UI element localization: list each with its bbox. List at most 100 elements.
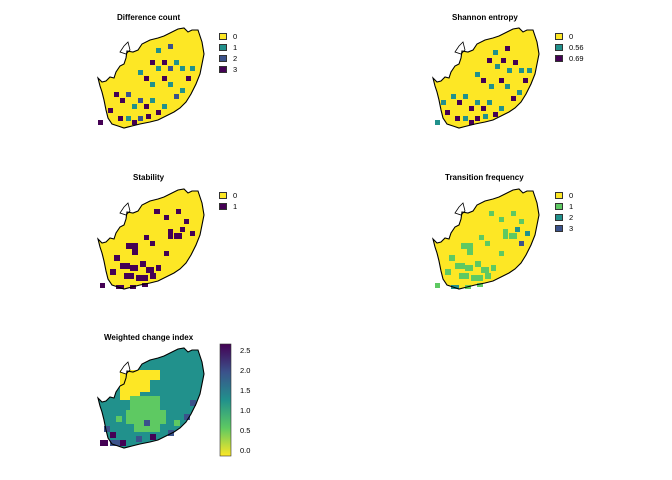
legend-swatch	[555, 203, 563, 210]
legend-label: 2	[569, 213, 574, 222]
legend-label: 1	[233, 202, 238, 211]
country-border	[431, 188, 540, 290]
raster-cell	[503, 229, 508, 239]
raster-cell	[495, 64, 500, 69]
raster-cell	[138, 70, 143, 75]
raster-cell	[144, 104, 149, 109]
raster-cell	[156, 265, 161, 271]
raster-cell	[136, 275, 148, 281]
legend-label: 1	[233, 43, 238, 52]
raster-cell	[154, 209, 160, 214]
raster-cell	[180, 88, 185, 93]
raster-cell	[180, 227, 185, 232]
raster-cell	[144, 235, 149, 240]
raster-cell	[463, 94, 468, 99]
raster-cell	[168, 229, 173, 239]
raster-cell	[142, 283, 148, 287]
raster-cell	[150, 370, 160, 380]
colorbar-tick-label: 0.5	[240, 426, 251, 435]
raster-cell	[481, 106, 486, 111]
raster-cell	[126, 410, 166, 424]
raster-cell	[435, 283, 440, 288]
panel-title: Difference count	[117, 13, 181, 22]
raster-cell	[138, 98, 143, 103]
raster-cell	[100, 283, 105, 288]
raster-cell	[485, 241, 490, 246]
legend-swatch	[219, 33, 227, 40]
raster-cell	[190, 66, 195, 71]
raster-cell	[499, 217, 504, 222]
raster-cell	[455, 263, 465, 269]
raster-cell	[501, 58, 506, 63]
raster-cell	[449, 255, 455, 261]
raster-cell	[469, 106, 474, 111]
map-stability	[96, 188, 205, 290]
colorbar-tick-label: 1.0	[240, 406, 251, 415]
raster-cell	[493, 112, 498, 117]
raster-cell	[469, 120, 474, 125]
raster-cell	[164, 251, 169, 256]
legend-item: 3	[555, 223, 573, 234]
raster-cell	[184, 414, 190, 420]
raster-cell	[491, 265, 496, 271]
legend-item: 0	[555, 31, 584, 42]
legend-item: 0	[219, 190, 237, 201]
legend-swatch	[555, 192, 563, 199]
colorbar-tick-label: 2.0	[240, 366, 251, 375]
raster-cell	[162, 104, 167, 109]
raster-cell	[180, 66, 185, 71]
raster-cell	[457, 100, 462, 105]
legend-label: 3	[233, 65, 238, 74]
legend-item: 0	[555, 190, 573, 201]
raster-cell	[471, 275, 483, 281]
raster-cell	[130, 396, 160, 410]
raster-cell	[144, 420, 150, 426]
raster-cell	[138, 116, 143, 121]
raster-cell	[475, 72, 480, 77]
raster-cell	[150, 82, 155, 87]
raster-cell	[487, 58, 492, 63]
raster-cell	[489, 211, 494, 216]
raster-cell	[513, 60, 518, 65]
raster-cell	[475, 100, 480, 105]
legend-item: 2	[219, 53, 237, 64]
raster-cell	[485, 273, 491, 279]
legend-swatch	[555, 214, 563, 221]
raster-cell	[441, 100, 446, 105]
raster-cell	[150, 98, 155, 103]
legend-swatch	[555, 33, 563, 40]
raster-cell	[160, 380, 180, 390]
raster-cell	[132, 104, 137, 109]
legend-label: 0	[569, 191, 574, 200]
raster-cell	[505, 46, 510, 51]
raster-cell	[507, 68, 512, 73]
legend-transition-frequency: 0 1 2 3	[555, 190, 573, 234]
raster-cell	[144, 76, 149, 81]
raster-cell	[140, 261, 146, 267]
raster-cells	[100, 370, 196, 446]
raster-cell	[451, 94, 456, 99]
raster-cell	[505, 84, 510, 89]
country-border	[96, 347, 205, 449]
map-shannon-entropy	[431, 27, 540, 129]
raster-cell	[168, 44, 173, 49]
raster-cells	[435, 211, 530, 289]
raster-cell	[184, 219, 189, 224]
raster-cell	[126, 243, 138, 249]
raster-cell	[519, 241, 524, 246]
panel-title: Shannon entropy	[452, 13, 518, 22]
legend-item: 0	[219, 31, 237, 42]
country-border	[96, 27, 205, 129]
panel-title: Weighted change index	[104, 333, 194, 342]
legend-stability: 0 1	[219, 190, 237, 212]
legend-label: 0	[233, 32, 238, 41]
raster-cell	[499, 106, 504, 111]
raster-cell	[477, 283, 483, 287]
raster-cell	[481, 267, 489, 273]
raster-cell	[499, 251, 504, 256]
raster-cell	[120, 98, 125, 103]
map-transition-frequency	[431, 188, 540, 290]
raster-cell	[150, 241, 155, 246]
raster-cell	[132, 120, 137, 125]
colorbar-tick-label: 1.5	[240, 386, 251, 395]
